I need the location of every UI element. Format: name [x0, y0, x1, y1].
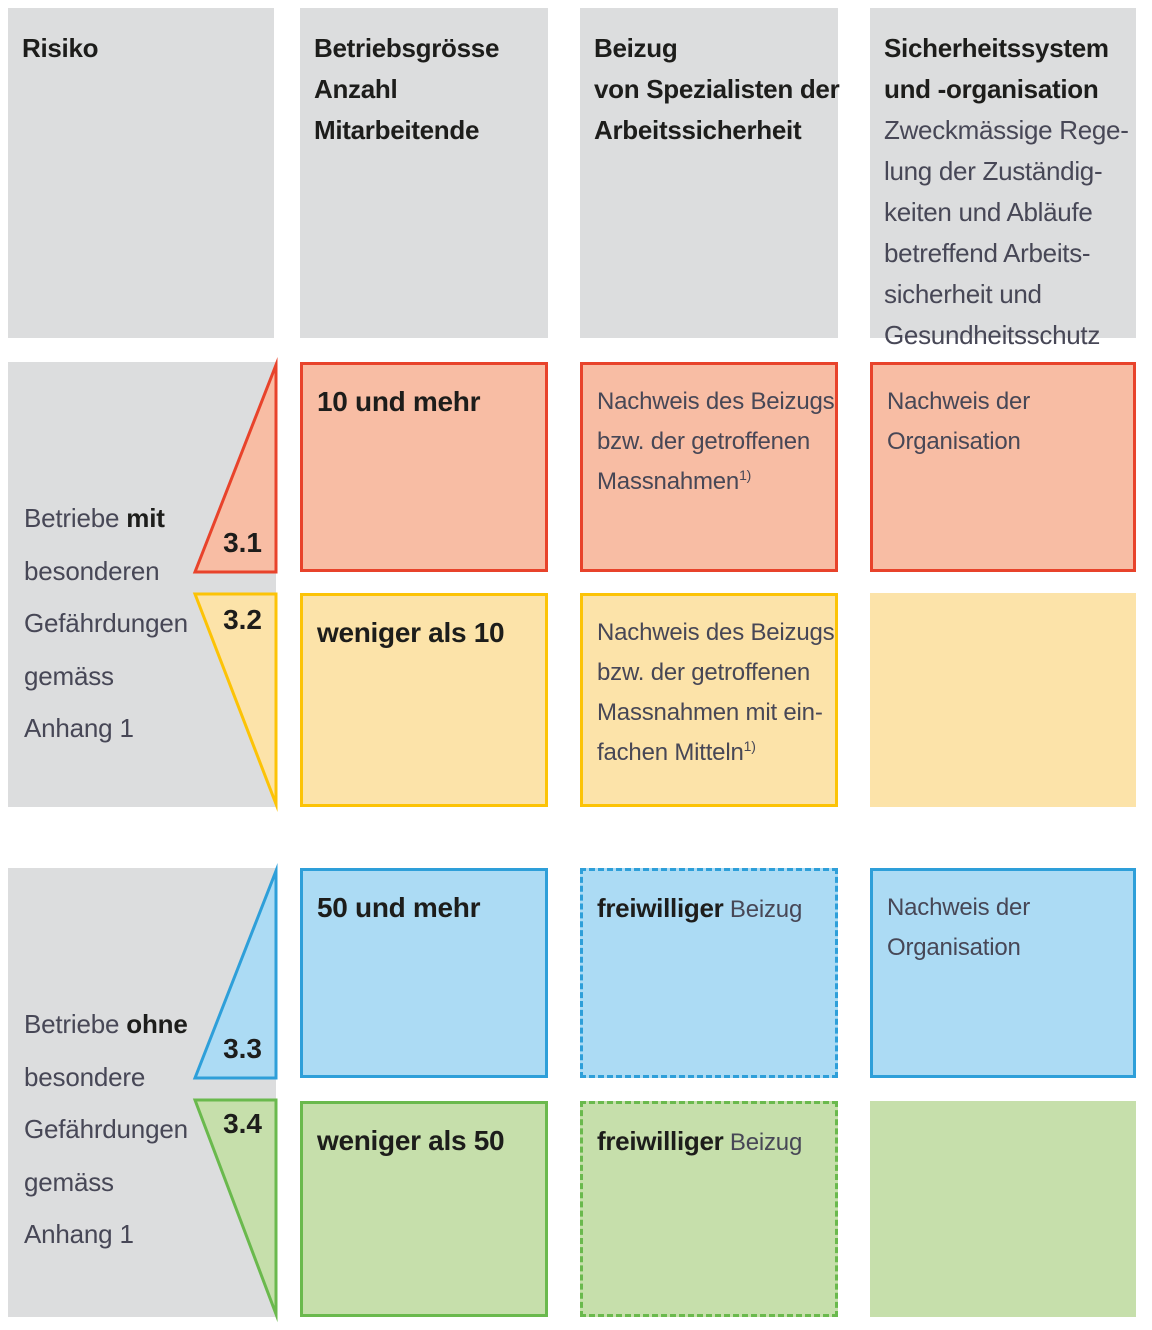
risk-number-3-4: 3.4	[223, 1108, 262, 1139]
cell-text-line: bzw. der getroffenen	[597, 659, 811, 686]
risk-label-line: Anhang 1	[24, 1219, 134, 1249]
cell-3-3-beizug: freiwilliger Beizug	[580, 868, 838, 1078]
cell-3-2-betriebsgroesse: weniger als 10	[300, 593, 548, 807]
cell-text-line: Nachweis des Beizugs	[597, 619, 835, 646]
cell-text-line: freiwilliger Beizug	[597, 1126, 803, 1156]
footnote-superscript: 1)	[739, 467, 752, 483]
header-subline: sicherheit und	[884, 279, 1042, 309]
header-subline: keiten und Abläufe	[884, 197, 1093, 227]
header-cell-betriebsgroesse: Betriebsgrösse Anzahl Mitarbeitende	[300, 8, 548, 338]
cell-3-4-betriebsgroesse: weniger als 50	[300, 1101, 548, 1317]
risk-number-3-3: 3.3	[223, 1033, 262, 1064]
cell-3-1-sicherheitssystem: Nachweis der Organisation	[870, 362, 1136, 572]
cell-text-bold: freiwilliger	[597, 893, 724, 923]
risk-label-line: Anhang 1	[24, 713, 134, 743]
size-label: 50 und mehr	[317, 892, 481, 923]
cell-text-bold: freiwilliger	[597, 1126, 724, 1156]
risk-triangles-ohne	[192, 863, 278, 1323]
cell-text-line: Nachweis der	[887, 894, 1030, 921]
risk-triangle-3-4	[192, 1098, 278, 1323]
risk-label-line: Gefährdungen	[24, 608, 188, 638]
header-line: und -organisation	[884, 74, 1099, 104]
risk-label-bold: mit	[126, 503, 165, 533]
cell-text-line: Nachweis des Beizugs	[597, 388, 835, 415]
footnote-superscript: 1)	[743, 738, 756, 754]
risk-triangles-mit	[192, 357, 278, 813]
cell-3-2-sicherheitssystem	[870, 593, 1136, 807]
size-label: weniger als 50	[317, 1125, 505, 1156]
cell-text-line: Massnahmen1)	[597, 467, 752, 495]
header-line: Arbeitssicherheit	[594, 115, 802, 145]
header-line: Anzahl	[314, 74, 398, 104]
header-subline: betreffend Arbeits-	[884, 238, 1091, 268]
risk-label-line: Betriebe mit	[24, 503, 165, 533]
risk-group-mit: Betriebe mit besonderen Gefährdungen gem…	[8, 362, 276, 807]
header-line: Beizug	[594, 33, 678, 63]
risk-group-ohne-label: Betriebe ohne besondere Gefährdungen gem…	[8, 868, 276, 1261]
cell-text-line: Organisation	[887, 428, 1021, 455]
cell-text-line: Massnahmen mit ein-	[597, 699, 823, 726]
size-label: weniger als 10	[317, 617, 505, 648]
risk-triangle-3-1	[192, 357, 278, 574]
header-cell-beizug: Beizug von Spezialisten der Arbeitssiche…	[580, 8, 840, 338]
risk-label-line: Betriebe ohne	[24, 1009, 188, 1039]
header-title-risiko: Risiko	[22, 33, 99, 63]
size-label: 10 und mehr	[317, 386, 481, 417]
cell-3-4-beizug: freiwilliger Beizug	[580, 1101, 838, 1317]
cell-text-line: Nachweis der	[887, 388, 1030, 415]
header-line: Betriebsgrösse	[314, 33, 500, 63]
risk-triangle-3-3	[192, 863, 278, 1080]
header-cell-risiko: Risiko	[8, 8, 274, 338]
cell-3-1-beizug: Nachweis des Beizugs bzw. der getroffene…	[580, 362, 838, 572]
risk-group-mit-label: Betriebe mit besonderen Gefährdungen gem…	[8, 362, 276, 755]
header-subline: Zweckmässige Rege-	[884, 115, 1129, 145]
header-subline: lung der Zuständig-	[884, 156, 1103, 186]
cell-3-2-beizug: Nachweis des Beizugs bzw. der getroffene…	[580, 593, 838, 807]
risk-label-line: Gefährdungen	[24, 1114, 188, 1144]
header-line: Mitarbeitende	[314, 115, 480, 145]
header-line: von Spezialisten der	[594, 74, 840, 104]
risk-number-3-2: 3.2	[223, 604, 262, 635]
risk-label-line: besondere	[24, 1061, 146, 1092]
risk-triangle-3-2	[192, 592, 278, 813]
cell-text-line: bzw. der getroffenen	[597, 428, 811, 455]
cell-text-line: Organisation	[887, 934, 1021, 961]
risk-label-line: besonderen	[24, 555, 160, 586]
header-subline: Gesundheitsschutz	[884, 320, 1101, 350]
risk-label-line: gemäss	[24, 1166, 114, 1197]
cell-text-line: freiwilliger Beizug	[597, 893, 803, 923]
cell-3-3-sicherheitssystem: Nachweis der Organisation	[870, 868, 1136, 1078]
header-cell-sicherheitssystem: Sicherheitssystem und -organisation Zwec…	[870, 8, 1136, 350]
cell-3-3-betriebsgroesse: 50 und mehr	[300, 868, 548, 1078]
cell-3-1-betriebsgroesse: 10 und mehr	[300, 362, 548, 572]
cell-3-4-sicherheitssystem	[870, 1101, 1136, 1317]
risk-number-3-1: 3.1	[223, 527, 262, 558]
risk-label-bold: ohne	[126, 1009, 188, 1039]
risk-label-line: gemäss	[24, 660, 114, 691]
risk-group-ohne: Betriebe ohne besondere Gefährdungen gem…	[8, 868, 276, 1317]
cell-text-line: fachen Mitteln1)	[597, 738, 756, 766]
header-line: Sicherheitssystem	[884, 33, 1109, 63]
